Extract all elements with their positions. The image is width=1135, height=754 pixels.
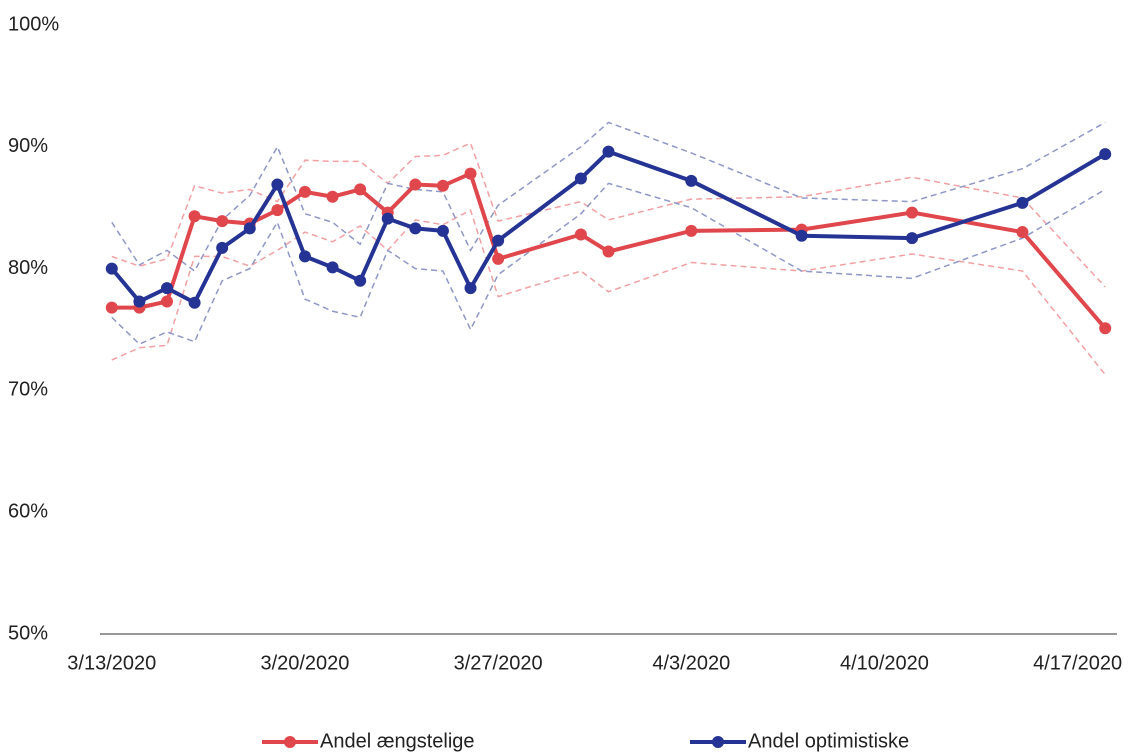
y-tick-label: 90% [8, 135, 48, 157]
y-tick-label: 60% [8, 500, 48, 522]
point [354, 274, 367, 287]
band-line [111, 182, 1106, 346]
band-line [111, 209, 1106, 376]
point [271, 178, 284, 191]
series-line [110, 149, 1107, 306]
point [464, 167, 477, 180]
point [1016, 196, 1029, 209]
point [602, 245, 615, 258]
x-tick-label: 3/13/2020 [67, 652, 156, 674]
point [216, 241, 229, 254]
point [574, 172, 587, 185]
y-tick-label: 70% [8, 379, 48, 401]
point [1099, 322, 1112, 335]
series-line [111, 170, 1107, 330]
point [685, 174, 698, 187]
point [216, 215, 229, 228]
legend-marker [712, 736, 724, 748]
point [795, 229, 808, 242]
point [1099, 148, 1112, 161]
point [906, 232, 919, 245]
point [1016, 226, 1029, 239]
point [464, 282, 477, 295]
x-tick-label: 3/20/2020 [260, 652, 349, 674]
point [271, 204, 284, 217]
point [381, 212, 394, 225]
band-line [111, 142, 1106, 288]
point [409, 178, 422, 191]
y-tick-label: 100% [8, 13, 59, 35]
point [105, 301, 118, 314]
point [436, 179, 449, 192]
point [298, 185, 311, 198]
point [492, 252, 505, 265]
point [188, 296, 201, 309]
legend-label: Andel optimistiske [748, 730, 909, 752]
point [160, 295, 173, 308]
point [105, 262, 118, 275]
point [906, 206, 919, 219]
legend-marker [284, 736, 296, 748]
point [188, 210, 201, 223]
point [436, 224, 449, 237]
legend-label: Andel ængstelige [320, 730, 475, 752]
point [354, 183, 367, 196]
y-tick-label: 50% [8, 622, 48, 644]
y-tick-label: 80% [8, 257, 48, 279]
point [602, 145, 615, 158]
point [685, 224, 698, 237]
point [326, 261, 339, 274]
point [326, 190, 339, 203]
point [298, 250, 311, 263]
band-line [111, 121, 1106, 273]
point [133, 295, 146, 308]
x-tick-label: 4/3/2020 [652, 652, 730, 674]
point [492, 234, 505, 247]
x-tick-label: 4/10/2020 [840, 652, 929, 674]
point [574, 228, 587, 241]
point [409, 222, 422, 235]
x-tick-label: 4/17/2020 [1033, 652, 1122, 674]
point [160, 282, 173, 295]
point [243, 222, 256, 235]
x-tick-label: 3/27/2020 [454, 652, 543, 674]
